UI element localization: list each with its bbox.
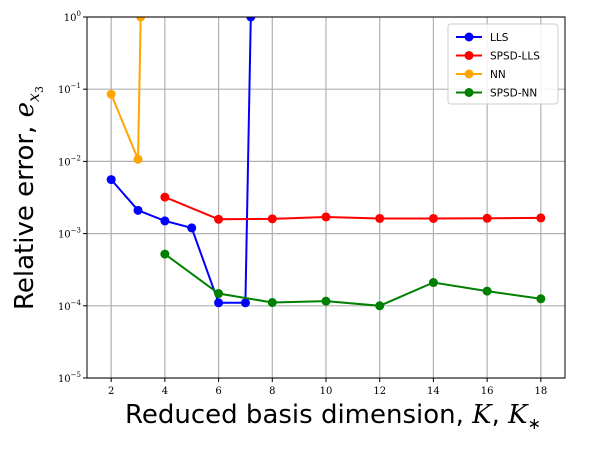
data-point-lls xyxy=(133,205,143,215)
series-line-spsd-nn xyxy=(164,253,541,307)
x-tick-label: 16 xyxy=(481,386,494,397)
y-axis-label-sub: x xyxy=(24,93,43,102)
data-point-lls xyxy=(214,298,224,308)
y-tick-label: 10−1 xyxy=(58,82,81,96)
legend-marker-lls xyxy=(464,32,474,42)
data-point-spsd-nn xyxy=(536,294,546,304)
x-axis-label-prefix: Reduced basis dimension, xyxy=(125,400,472,430)
data-point-spsd-lls xyxy=(160,192,170,202)
data-point-spsd-nn xyxy=(267,298,277,308)
series-line-lls xyxy=(110,17,252,304)
x-tick-label: 4 xyxy=(162,386,168,397)
data-point-spsd-nn xyxy=(428,278,438,288)
y-axis-label-sym: e xyxy=(10,102,40,117)
y-tick-label: 10−2 xyxy=(58,154,81,168)
x-tick-label: 10 xyxy=(320,386,333,397)
y-axis-label: Relative error, ex3 xyxy=(10,86,46,310)
legend-label-nn: NN xyxy=(490,69,506,81)
data-point-spsd-lls xyxy=(536,213,546,223)
series-spsd-lls xyxy=(160,192,546,224)
series-nn xyxy=(106,17,146,164)
x-tick-label: 18 xyxy=(534,386,547,397)
data-point-spsd-nn xyxy=(321,296,331,306)
data-point-spsd-nn xyxy=(160,249,170,259)
y-tick-label: 10−3 xyxy=(58,227,81,241)
x-tick-label: 6 xyxy=(215,386,221,397)
y-axis-label-subsub: 3 xyxy=(33,86,46,93)
y-ticks: 10−5 10−4 10−3 10−2 10−1 100 xyxy=(58,10,87,385)
data-point-nn xyxy=(133,154,143,164)
legend-label-spsd-nn: SPSD-NN xyxy=(490,88,537,100)
x-tick-label: 14 xyxy=(427,386,440,397)
series-layer xyxy=(106,17,546,311)
series-line-nn xyxy=(110,17,142,160)
legend-marker-nn xyxy=(464,69,474,79)
x-tick-label: 12 xyxy=(373,386,386,397)
data-point-spsd-lls xyxy=(321,212,331,222)
data-point-spsd-lls xyxy=(375,213,385,223)
data-point-spsd-lls xyxy=(482,213,492,223)
data-point-lls xyxy=(160,216,170,226)
series-lls xyxy=(106,17,256,308)
data-point-spsd-lls xyxy=(267,214,277,224)
data-point-lls xyxy=(187,223,197,233)
x-axis-label: Reduced basis dimension, K, K∗ xyxy=(125,400,541,433)
data-point-lls xyxy=(240,298,250,308)
legend-label-lls: LLS xyxy=(490,32,509,44)
data-point-lls xyxy=(106,175,116,185)
x-axis-label-sym2-sub: ∗ xyxy=(528,414,541,433)
series-spsd-nn xyxy=(160,249,546,311)
x-ticks: 2 4 6 8 10 12 14 16 18 xyxy=(108,378,547,397)
x-axis-label-sym1: K xyxy=(471,400,493,430)
series-line-spsd-lls xyxy=(164,196,541,221)
data-point-spsd-nn xyxy=(375,301,385,311)
y-axis-label-prefix: Relative error, xyxy=(10,117,40,310)
legend-label-spsd-lls: SPSD-LLS xyxy=(490,51,540,63)
data-point-nn xyxy=(106,89,116,99)
data-point-nn xyxy=(136,17,146,22)
data-point-spsd-lls xyxy=(214,214,224,224)
data-point-spsd-nn xyxy=(482,286,492,296)
legend-marker-spsd-nn xyxy=(464,88,474,97)
legend: LLS SPSD-LLS NN SPSD-NN xyxy=(447,23,559,105)
x-tick-label: 2 xyxy=(108,386,114,397)
legend-marker-spsd-lls xyxy=(464,51,474,60)
legend-box xyxy=(447,23,559,105)
y-tick-label: 100 xyxy=(64,10,81,24)
y-tick-label: 10−4 xyxy=(58,299,82,313)
data-point-spsd-nn xyxy=(214,289,224,299)
y-tick-label: 10−5 xyxy=(58,371,81,385)
x-axis-label-sep: , xyxy=(492,400,509,430)
data-point-lls xyxy=(246,17,256,22)
data-point-spsd-lls xyxy=(428,213,438,223)
x-tick-label: 8 xyxy=(269,386,275,397)
x-axis-label-sym2: K xyxy=(507,400,529,430)
